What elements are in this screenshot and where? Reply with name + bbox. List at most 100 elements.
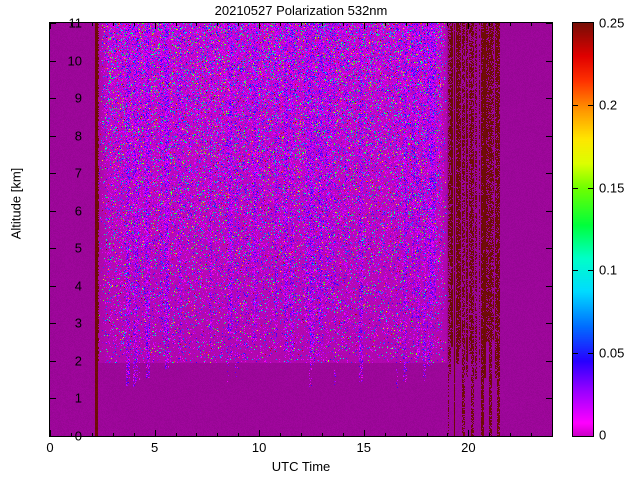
y-tick-label: 10 [67,53,82,69]
colorbar-tick [588,270,593,271]
y-tick [50,436,56,437]
x-tick [406,433,407,436]
x-tick [71,433,72,436]
y-tick-right [546,98,552,99]
x-tick-top [510,23,511,26]
x-tick [217,433,218,436]
y-tick-right [546,23,552,24]
x-tick-top [259,23,260,29]
y-tick-label: 2 [74,353,82,369]
x-tick-label: 0 [46,440,54,455]
x-tick-top [406,23,407,26]
y-tick-right [546,248,552,249]
x-tick [301,433,302,436]
y-tick-label: 0 [74,428,82,444]
y-tick-right [546,436,552,437]
x-tick-top [364,23,365,29]
y-tick-label: 11 [68,15,83,31]
page-title: 20210527 Polarization 532nm [214,3,388,18]
x-tick-label: 20 [461,440,476,455]
y-tick [50,98,56,99]
y-tick-right [546,136,552,137]
x-tick-top [50,23,51,29]
x-tick-top [92,23,93,26]
colorbar-tick [573,270,578,271]
y-tick-right [546,211,552,212]
x-tick [238,433,239,436]
y-tick [50,23,56,24]
y-tick [50,136,56,137]
y-tick-label: 5 [74,240,82,256]
x-tick [259,430,260,436]
heatmap-plot-area[interactable] [49,22,553,437]
x-tick [50,430,51,436]
x-tick-top [238,23,239,26]
x-tick-top [134,23,135,26]
colorbar-tick-label: 0.1 [599,262,618,278]
y-tick [50,211,56,212]
x-tick-top [217,23,218,26]
colorbar-tick [588,105,593,106]
colorbar-tick-label: 0 [599,427,607,443]
y-tick-label: 6 [74,203,82,219]
x-tick-top [343,23,344,26]
heatmap-canvas [50,23,552,436]
y-tick-label: 8 [74,128,82,144]
x-tick-label: 15 [356,440,371,455]
x-tick [385,433,386,436]
x-tick [113,433,114,436]
colorbar-tick-label: 0.15 [599,180,625,196]
x-tick [468,430,469,436]
x-tick-top [427,23,428,26]
y-axis-title: Altitude [km] [8,167,24,240]
x-tick [92,433,93,436]
colorbar-tick-label: 0.25 [599,15,625,31]
y-tick-label: 7 [74,165,82,181]
x-tick-top [176,23,177,26]
x-tick-top [196,23,197,26]
y-tick [50,173,56,174]
y-tick-label: 1 [74,390,82,406]
x-tick-top [155,23,156,29]
colorbar-tick-label: 0.05 [599,345,625,361]
x-tick [447,433,448,436]
x-tick-top [280,23,281,26]
x-tick-label: 5 [150,440,159,455]
y-tick [50,398,56,399]
y-tick [50,61,56,62]
x-tick-top [489,23,490,26]
y-tick [50,361,56,362]
colorbar-tick [588,353,593,354]
y-tick-right [546,173,552,174]
colorbar-tick [573,188,578,189]
y-tick-right [546,286,552,287]
x-tick-top [531,23,532,26]
x-axis-title: UTC Time [271,459,331,474]
x-tick [155,430,156,436]
x-tick [280,433,281,436]
y-tick [50,286,56,287]
y-tick [50,323,56,324]
x-tick-top [468,23,469,29]
x-tick [427,433,428,436]
x-tick [489,433,490,436]
colorbar-gradient [573,23,593,436]
y-tick-right [546,61,552,62]
colorbar-tick [588,188,593,189]
x-tick-top [301,23,302,26]
x-tick [196,433,197,436]
x-tick [134,433,135,436]
x-tick-top [113,23,114,26]
x-tick-top [447,23,448,26]
x-tick-top [385,23,386,26]
colorbar-tick-label: 0.2 [599,97,618,113]
colorbar-tick [573,353,578,354]
x-tick [176,433,177,436]
x-tick-top [552,23,553,26]
colorbar[interactable] [572,22,594,437]
y-tick-right [546,398,552,399]
x-tick-label: 10 [251,440,267,455]
y-tick-right [546,323,552,324]
y-tick-label: 9 [74,90,82,106]
